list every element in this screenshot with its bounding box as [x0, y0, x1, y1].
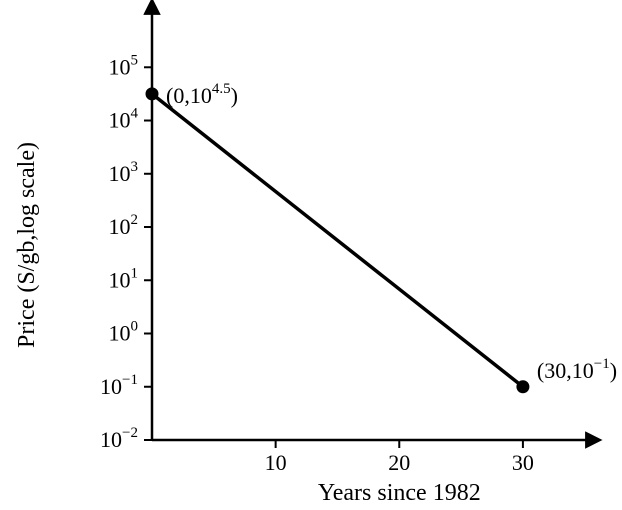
data-line [152, 94, 523, 387]
log-line-chart: 10 20 30 10−2 10−1 100 101 102 103 104 105 Years si… [0, 0, 622, 510]
y-tick-label: 10−2 [100, 425, 138, 452]
data-point [146, 87, 159, 100]
x-axis-label: Years since 1982 [318, 480, 481, 506]
chart-svg: 10 20 30 10−2 10−1 100 101 102 103 104 105 Years si… [0, 0, 622, 510]
y-tick-label: 100 [109, 319, 139, 346]
y-tick-label: 105 [109, 52, 139, 79]
y-tick-label: 104 [109, 106, 139, 133]
data-point-label: (30,10−1) [537, 356, 617, 383]
x-tick-label: 10 [265, 450, 287, 475]
x-tick-label: 20 [388, 450, 410, 475]
data-point [516, 380, 529, 393]
y-axis-label: Price (S/gb,log scale) [14, 142, 40, 348]
y-tick-label: 102 [109, 212, 139, 239]
y-tick-label: 103 [109, 159, 139, 186]
data-point-label: (0,104.5) [166, 81, 238, 108]
y-tick-label: 10−1 [100, 372, 138, 399]
y-tick-label: 101 [109, 265, 139, 292]
x-tick-label: 30 [512, 450, 534, 475]
